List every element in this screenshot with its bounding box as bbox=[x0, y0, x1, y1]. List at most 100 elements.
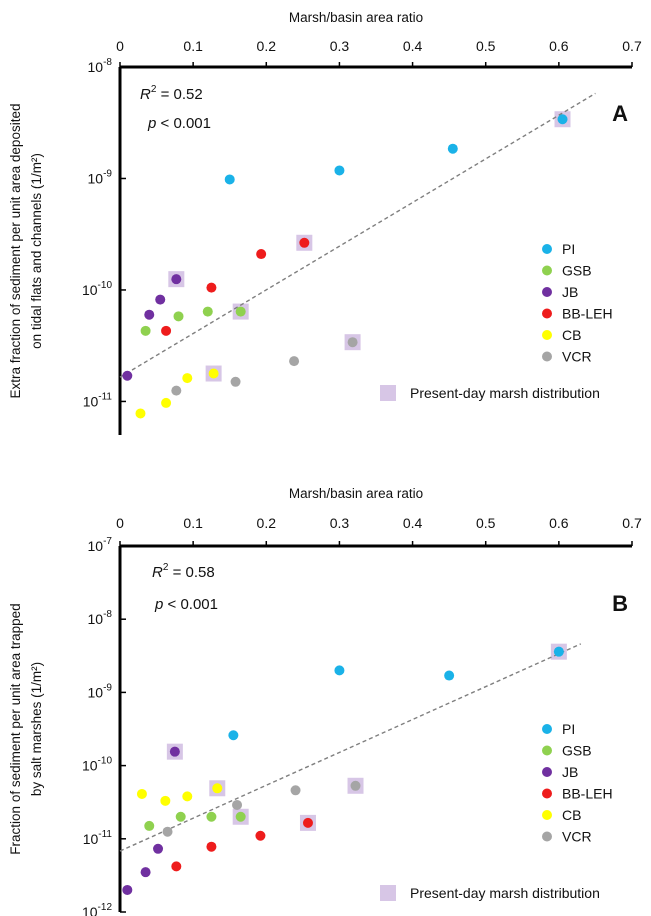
panel-b-x-tick-label: 0.7 bbox=[622, 515, 642, 531]
panel-a-legend-label-vcr: VCR bbox=[562, 349, 592, 365]
panel-b-fit-line bbox=[119, 643, 582, 852]
panel-a-point-bb-leh bbox=[299, 237, 310, 248]
panel-b-point-pi bbox=[553, 646, 564, 657]
panel-b-y-tick-label: 10-7 bbox=[88, 536, 113, 554]
panel-b-legend-label-vcr: VCR bbox=[562, 829, 592, 845]
panel-a-x-tick-label: 0.4 bbox=[403, 38, 423, 54]
panel-a-legend-label-jb: JB bbox=[562, 284, 578, 300]
panel-b-point-jb bbox=[122, 884, 133, 895]
panel-b-x-tick-label: 0.3 bbox=[330, 515, 350, 531]
panel-b-x-tick-label: 0.2 bbox=[257, 515, 277, 531]
panel-b-legend-marker-gsb bbox=[542, 745, 552, 756]
panel-b-point-cb bbox=[160, 795, 171, 806]
panel-a-legend-marker-gsb bbox=[542, 265, 552, 276]
panel-b-x-tick-label: 0.5 bbox=[476, 515, 496, 531]
panel-b-legend-marker-pi bbox=[542, 724, 552, 734]
panel-a-legend-square bbox=[380, 385, 396, 401]
panel-b-y-title-line2: by salt marshes (1/m²) bbox=[29, 662, 44, 796]
panel-b-point-pi bbox=[334, 665, 345, 676]
panel-b-y-tick-label: 10-10 bbox=[82, 756, 112, 774]
panel-a-point-vcr bbox=[230, 376, 241, 387]
panel-a-r-squared: R2 = 0.52 bbox=[140, 84, 203, 103]
panel-a-y-title-line2: on tidal flats and channels (1/m²) bbox=[29, 153, 44, 349]
panel-a-x-tick-label: 0 bbox=[116, 38, 124, 54]
panel-b-point-jb bbox=[153, 843, 164, 854]
panel-a-point-gsb bbox=[202, 306, 213, 317]
panel-b-point-jb bbox=[140, 867, 151, 878]
panel-b: 0 0.1 0.2 0.3 0.4 0.5 0.6 0.7 Marsh/basin area r… bbox=[8, 486, 642, 916]
panel-a-legend-marker-pi bbox=[542, 244, 552, 254]
panel-b-y-tick-label: 10-9 bbox=[88, 682, 113, 700]
panel-a-point-pi bbox=[557, 114, 568, 125]
panel-b-y-tick-label: 10-8 bbox=[88, 609, 113, 627]
panel-a-x-tick-label: 0.1 bbox=[183, 38, 203, 54]
panel-b-legend-marker-cb bbox=[542, 810, 552, 820]
panel-a-point-jb bbox=[144, 309, 155, 320]
panel-b-x-title: Marsh/basin area ratio bbox=[289, 486, 423, 501]
panel-a-x-tick-label: 0.6 bbox=[549, 38, 569, 54]
panel-b-point-pi bbox=[228, 730, 239, 741]
panel-b-legend-label-cb: CB bbox=[562, 807, 581, 823]
panel-a-x-tick-label: 0.7 bbox=[622, 38, 642, 54]
panel-b-y-tick-label: 10-12 bbox=[82, 902, 112, 916]
panel-b-point-bb-leh bbox=[206, 841, 217, 852]
panel-a-point-cb bbox=[161, 397, 172, 408]
panel-a-point-cb bbox=[135, 408, 146, 419]
panel-a-point-pi bbox=[447, 143, 458, 154]
panel-a-point-bb-leh bbox=[256, 249, 267, 260]
panel-b-x-tick-label: 0.4 bbox=[403, 515, 423, 531]
panel-a-x-tick-label: 0.2 bbox=[257, 38, 277, 54]
panel-b-point-vcr bbox=[162, 826, 173, 837]
panel-b-p-value: p < 0.001 bbox=[154, 596, 218, 613]
panel-a-legend-label-pi: PI bbox=[562, 241, 575, 257]
panel-b-legend-label-gsb: GSB bbox=[562, 743, 592, 759]
panel-a-x-title: Marsh/basin area ratio bbox=[289, 10, 423, 25]
panel-b-point-vcr bbox=[290, 785, 301, 796]
panel-a-point-gsb bbox=[140, 325, 151, 336]
panel-b-x-tick-label: 0.1 bbox=[183, 515, 203, 531]
panel-a-point-jb bbox=[171, 274, 182, 285]
panel-a-legend-label-bb-leh: BB-LEH bbox=[562, 306, 613, 322]
panel-a-legend-label-gsb: GSB bbox=[562, 263, 592, 279]
panel-b-point-vcr bbox=[350, 780, 361, 791]
panel-b-r-squared: R2 = 0.58 bbox=[152, 562, 215, 581]
panel-b-point-pi bbox=[444, 670, 455, 681]
panel-a-point-pi bbox=[334, 165, 345, 176]
panel-b-legend-label-jb: JB bbox=[562, 764, 578, 780]
panel-a-p-value: p < 0.001 bbox=[147, 115, 211, 132]
panel-b-legend-square bbox=[380, 885, 396, 901]
panel-b-point-gsb bbox=[175, 811, 186, 822]
panel-a-x-tick-label: 0.5 bbox=[476, 38, 496, 54]
panel-a-point-vcr bbox=[289, 356, 300, 367]
panel-b-legend-marker-vcr bbox=[542, 831, 552, 842]
panel-b-point-cb bbox=[136, 788, 147, 799]
panel-b-point-cb bbox=[182, 791, 193, 802]
panel-a-x-tick-label: 0.3 bbox=[330, 38, 350, 54]
panel-a-point-bb-leh bbox=[206, 282, 217, 293]
panel-a-legend-label-cb: CB bbox=[562, 327, 581, 343]
panel-b-legend-label-present-day: Present-day marsh distribution bbox=[410, 885, 600, 901]
panel-a-point-vcr bbox=[347, 337, 358, 348]
panel-a-legend-marker-bb-leh bbox=[542, 308, 552, 319]
panel-a-point-vcr bbox=[171, 385, 182, 396]
panel-b-point-bb-leh bbox=[171, 861, 182, 872]
panel-b-x-tick-label: 0 bbox=[116, 515, 124, 531]
panel-a-fit-line bbox=[119, 92, 596, 378]
panel-a-point-jb bbox=[122, 370, 133, 381]
panel-b-point-gsb bbox=[144, 820, 155, 831]
panel-a-legend-label-present-day: Present-day marsh distribution bbox=[410, 385, 600, 401]
panel-a-legend-marker-vcr bbox=[542, 351, 552, 362]
panel-b-y-title-line1: Fraction of sediment per unit area trapp… bbox=[8, 603, 23, 854]
panel-b-x-tick-label: 0.6 bbox=[549, 515, 569, 531]
panel-a-legend-marker-cb bbox=[542, 330, 552, 340]
panel-b-letter: B bbox=[612, 591, 628, 616]
panel-a-legend-marker-jb bbox=[542, 287, 552, 297]
panel-b-point-vcr bbox=[232, 799, 243, 810]
panel-b-point-gsb bbox=[235, 811, 246, 822]
panel-a-point-cb bbox=[208, 368, 219, 379]
panel-b-legend-label-pi: PI bbox=[562, 721, 575, 737]
panel-b-point-cb bbox=[212, 783, 223, 794]
panel-a-y-tick-label: 10-9 bbox=[88, 168, 113, 186]
panel-b-legend-marker-bb-leh bbox=[542, 788, 552, 799]
